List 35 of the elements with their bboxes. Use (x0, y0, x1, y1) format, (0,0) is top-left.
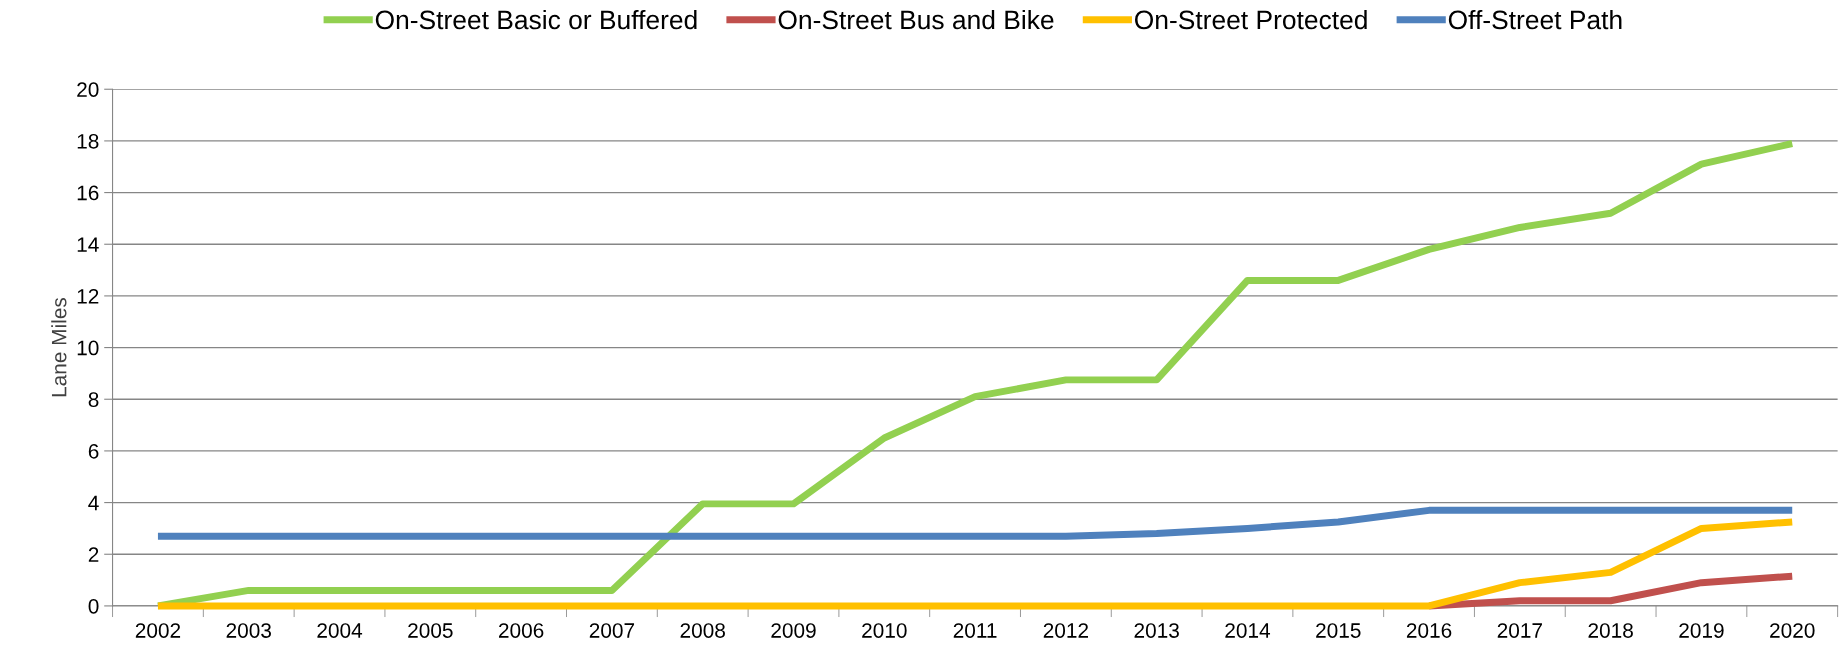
legend-label: On-Street Bus and Bike (778, 9, 1054, 30)
y-tick-label: 12 (77, 288, 99, 304)
y-axis-title: Lane Miles (51, 297, 67, 397)
y-tick-label: 20 (77, 82, 99, 97)
y-tick-label: 10 (77, 340, 99, 356)
legend-label: Off-Street Path (1448, 9, 1622, 30)
x-tick-label: 2003 (226, 623, 271, 638)
y-tick-label: 0 (88, 598, 99, 614)
legend-label: On-Street Basic or Buffered (375, 9, 697, 30)
x-tick-label: 2010 (862, 623, 907, 638)
y-tick-label: 2 (88, 547, 99, 562)
x-tick-label: 2007 (589, 623, 635, 638)
x-tick-label: 2016 (1406, 623, 1452, 638)
x-tick-label: 2009 (771, 623, 816, 638)
x-tick-label: 2013 (1134, 623, 1179, 638)
legend-label: On-Street Protected (1135, 9, 1367, 30)
x-tick-label: 2015 (1316, 623, 1361, 638)
y-tick-label: 4 (88, 495, 99, 511)
x-tick-label: 2006 (498, 623, 544, 638)
x-tick-label: 2018 (1588, 623, 1633, 638)
y-tick-label: 18 (77, 133, 99, 149)
x-tick-label: 2002 (135, 623, 181, 638)
x-tick-label: 2005 (408, 623, 453, 638)
x-tick-label: 2019 (1679, 623, 1724, 638)
y-tick-label: 14 (77, 237, 99, 252)
x-tick-label: 2017 (1497, 623, 1542, 638)
x-tick-label: 2004 (317, 623, 363, 638)
x-tick-label: 2012 (1043, 623, 1089, 638)
y-tick-label: 8 (88, 392, 99, 407)
y-tick-label: 16 (77, 185, 99, 201)
x-tick-label: 2014 (1225, 623, 1271, 638)
y-tick-label: 6 (88, 443, 99, 459)
x-tick-label: 2020 (1770, 623, 1815, 638)
x-tick-label: 2011 (953, 623, 997, 638)
x-tick-label: 2008 (680, 623, 725, 638)
